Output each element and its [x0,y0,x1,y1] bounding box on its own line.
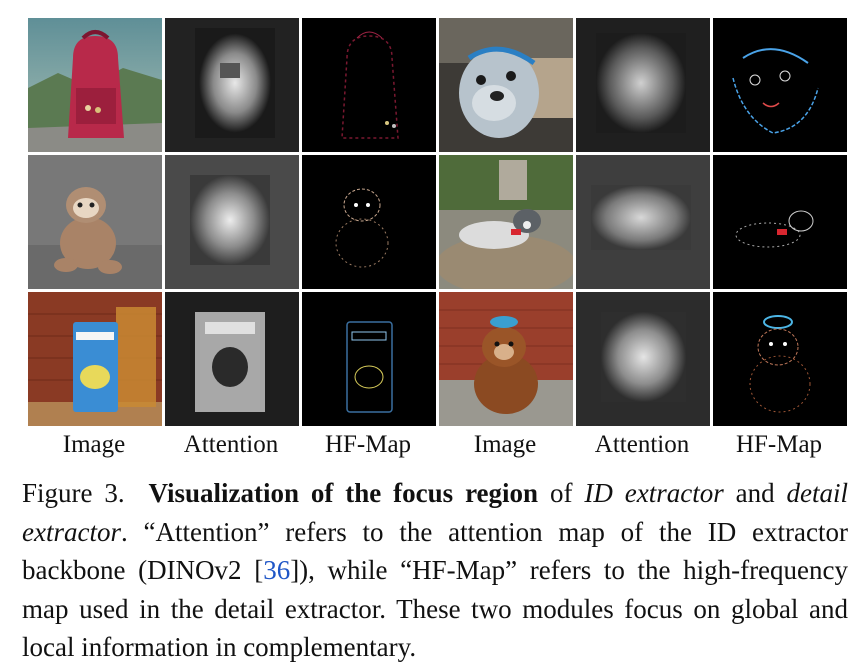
dog-backpack-attention-map [576,18,710,152]
dog-backpack-image [439,18,573,152]
backpack-attention-map [165,18,299,152]
beer-can-image [28,292,162,426]
sloth-plush-attention-map [165,155,299,289]
sloth-plush-image [28,155,162,289]
citation-link[interactable]: 36 [263,555,291,585]
figure-grid [28,18,850,428]
backpack-image [28,18,162,152]
teddy-bear-hf-map [713,292,847,426]
column-label-image-2: Image [473,431,537,458]
husky-plush-attention-map [576,155,710,289]
caption-title: Visualization of the focus region [148,478,539,508]
husky-plush-image [439,155,573,289]
teddy-bear-attention-map [576,292,710,426]
dog-backpack-hf-map [713,18,847,152]
beer-can-attention-map [165,292,299,426]
figure-number: Figure 3. [22,478,125,508]
figure-caption: Figure 3. Visualization of the focus reg… [22,478,849,662]
husky-plush-hf-map [713,155,847,289]
backpack-hf-map [302,18,436,152]
column-label-hf-map-1: HF-Map [324,431,412,458]
column-label-attention-1: Attention [183,431,279,458]
teddy-bear-image [439,292,573,426]
column-label-attention-2: Attention [594,431,690,458]
caption-term-id-extractor: ID extractor [584,478,724,508]
caption-term-detail-extractor: detail extractor [22,478,849,547]
column-label-hf-map-2: HF-Map [735,431,823,458]
sloth-plush-hf-map [302,155,436,289]
column-label-image-1: Image [62,431,126,458]
beer-can-hf-map [302,292,436,426]
